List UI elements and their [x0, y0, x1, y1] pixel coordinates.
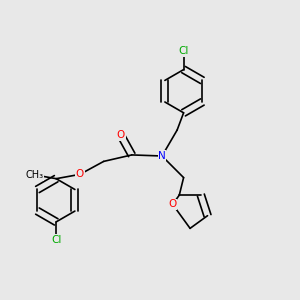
Text: O: O [117, 130, 125, 140]
Text: Cl: Cl [178, 46, 189, 56]
Text: O: O [76, 169, 84, 179]
Text: N: N [158, 151, 166, 161]
Text: O: O [169, 199, 177, 209]
Text: Cl: Cl [51, 235, 61, 245]
Text: CH₃: CH₃ [26, 170, 44, 180]
